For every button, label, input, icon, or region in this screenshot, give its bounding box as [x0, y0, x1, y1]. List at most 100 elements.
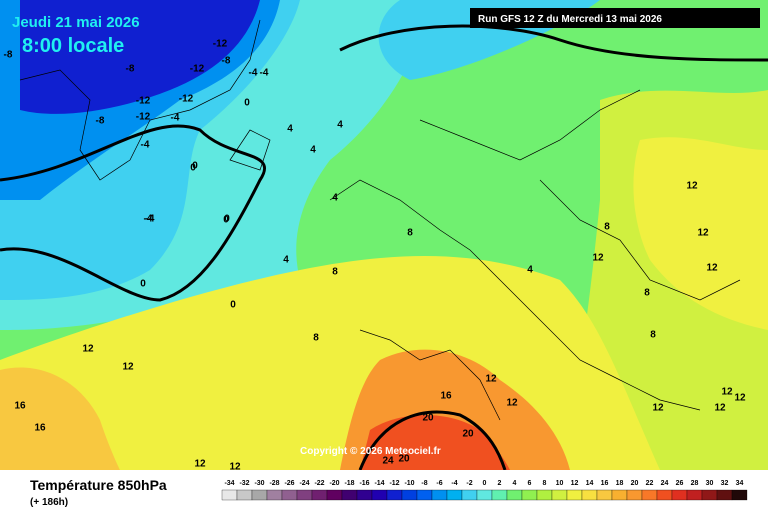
contour-label: -8: [222, 56, 231, 67]
contour-label: 12: [592, 253, 604, 264]
field-coldest: [20, 0, 260, 114]
legend-label: -34: [224, 480, 234, 487]
contour-label: 12: [721, 387, 733, 398]
legend-label: 8: [543, 480, 547, 487]
legend-swatch: [296, 489, 313, 501]
contour-label: -12: [179, 94, 194, 105]
legend-swatch: [341, 489, 358, 501]
legend-swatch: [641, 489, 658, 501]
legend-swatch: [446, 489, 463, 501]
legend-label: 12: [571, 480, 579, 487]
legend-swatch: [236, 489, 253, 501]
contour-label: 4: [283, 255, 289, 266]
legend-swatch: [626, 489, 643, 501]
legend-swatch: [686, 489, 703, 501]
contour-labels: -12-8-8-12-12-8-12-12-8-4-40-4 -404 4400-4…: [4, 39, 746, 473]
contour-label: 8: [407, 228, 413, 239]
contour-label: 12: [686, 181, 698, 192]
legend-swatch: [536, 489, 553, 501]
legend-label: -22: [314, 480, 324, 487]
legend-swatch: [596, 489, 613, 501]
legend-label: 28: [691, 480, 699, 487]
legend-label: -14: [374, 480, 384, 487]
legend-label: -10: [404, 480, 414, 487]
legend-label: 20: [631, 480, 639, 487]
contour-label: 8: [650, 330, 656, 341]
contour-label: 12: [697, 228, 709, 239]
legend-swatch: [416, 489, 433, 501]
legend-swatch: [326, 489, 343, 501]
legend-label: 16: [601, 480, 609, 487]
contour-label: 0: [230, 300, 236, 311]
contour-label: -8: [126, 64, 135, 75]
contour-label: 8: [644, 288, 650, 299]
contour-label: 12: [706, 263, 718, 274]
contour-label: 12: [652, 403, 664, 414]
legend-swatch: [566, 489, 583, 501]
legend-swatch: [671, 489, 688, 501]
contour-label: 12: [714, 403, 726, 414]
contour-label: 12: [229, 462, 241, 473]
legend-label: -20: [329, 480, 339, 487]
copyright: Copyright © 2026 Meteociel.fr: [300, 446, 441, 457]
legend-swatch: [401, 489, 418, 501]
footer-lead: (+ 186h): [30, 497, 68, 508]
legend-swatch: [266, 489, 283, 501]
legend-swatch: [521, 489, 538, 501]
contour-label: 4: [332, 193, 338, 204]
legend-swatch: [506, 489, 523, 501]
legend-swatch: [611, 489, 628, 501]
contour-label: 8: [604, 222, 610, 233]
zero-isotherm: [0, 124, 267, 302]
run-box: [470, 8, 760, 28]
contour-label: -8: [4, 50, 13, 61]
contour-label: -4: [146, 214, 155, 225]
legend-label: -32: [239, 480, 249, 487]
legend-label: -12: [389, 480, 399, 487]
contour-label: -12: [136, 96, 151, 107]
contour-label: -12: [136, 112, 151, 123]
contour-label: 0: [140, 279, 146, 290]
contour-label: -4: [171, 113, 180, 124]
legend-swatch: [701, 489, 718, 501]
legend-swatch: [551, 489, 568, 501]
contour-label: 4: [287, 124, 293, 135]
legend-label: -30: [254, 480, 264, 487]
legend-swatch: [251, 489, 268, 501]
contour-label: -12: [213, 39, 228, 50]
contour-label: 20: [422, 413, 434, 424]
contour-label: 12: [82, 344, 94, 355]
isotherm-20: [358, 410, 507, 470]
contour-label: 0: [224, 214, 230, 225]
contour-label: 12: [194, 459, 206, 470]
contour-label: -4: [260, 68, 269, 79]
contour-label: 0: [192, 161, 198, 172]
legend-swatch: [656, 489, 673, 501]
field-hottest: [360, 415, 510, 470]
coastlines: [19, 19, 741, 421]
legend-label: 0: [483, 480, 487, 487]
legend-label: 26: [676, 480, 684, 487]
contour-label: 4: [310, 145, 316, 156]
legend-label: 10: [556, 480, 564, 487]
contour-label: -4: [141, 140, 150, 151]
legend-label: -4: [451, 480, 457, 487]
legend-label: 22: [646, 480, 654, 487]
legend-label: 4: [513, 480, 517, 487]
zero-isotherm-north: [339, 24, 768, 62]
legend-swatch: [281, 489, 298, 501]
legend-swatch: [461, 489, 478, 501]
legend-swatch: [311, 489, 328, 501]
color-legend: -34 -32 -30 -28 -26 -24 -22 -20 -18 -16 -14 -12 -10-…: [221, 480, 748, 501]
contour-label: 12: [122, 362, 134, 373]
legend-swatch: [716, 489, 733, 501]
contour-label: 0: [190, 163, 196, 174]
temperature-field: -12-8-8-12-12-8-12-12-8-4-40-4 -404 4400-4…: [0, 0, 768, 473]
contour-label: 12: [485, 374, 497, 385]
legend-label: 34: [736, 480, 744, 487]
footer-title: Température 850hPa: [30, 477, 167, 493]
contour-label: 4: [337, 120, 343, 131]
legend-label: -16: [359, 480, 369, 487]
legend-label: 30: [706, 480, 714, 487]
legend-swatch: [476, 489, 493, 501]
